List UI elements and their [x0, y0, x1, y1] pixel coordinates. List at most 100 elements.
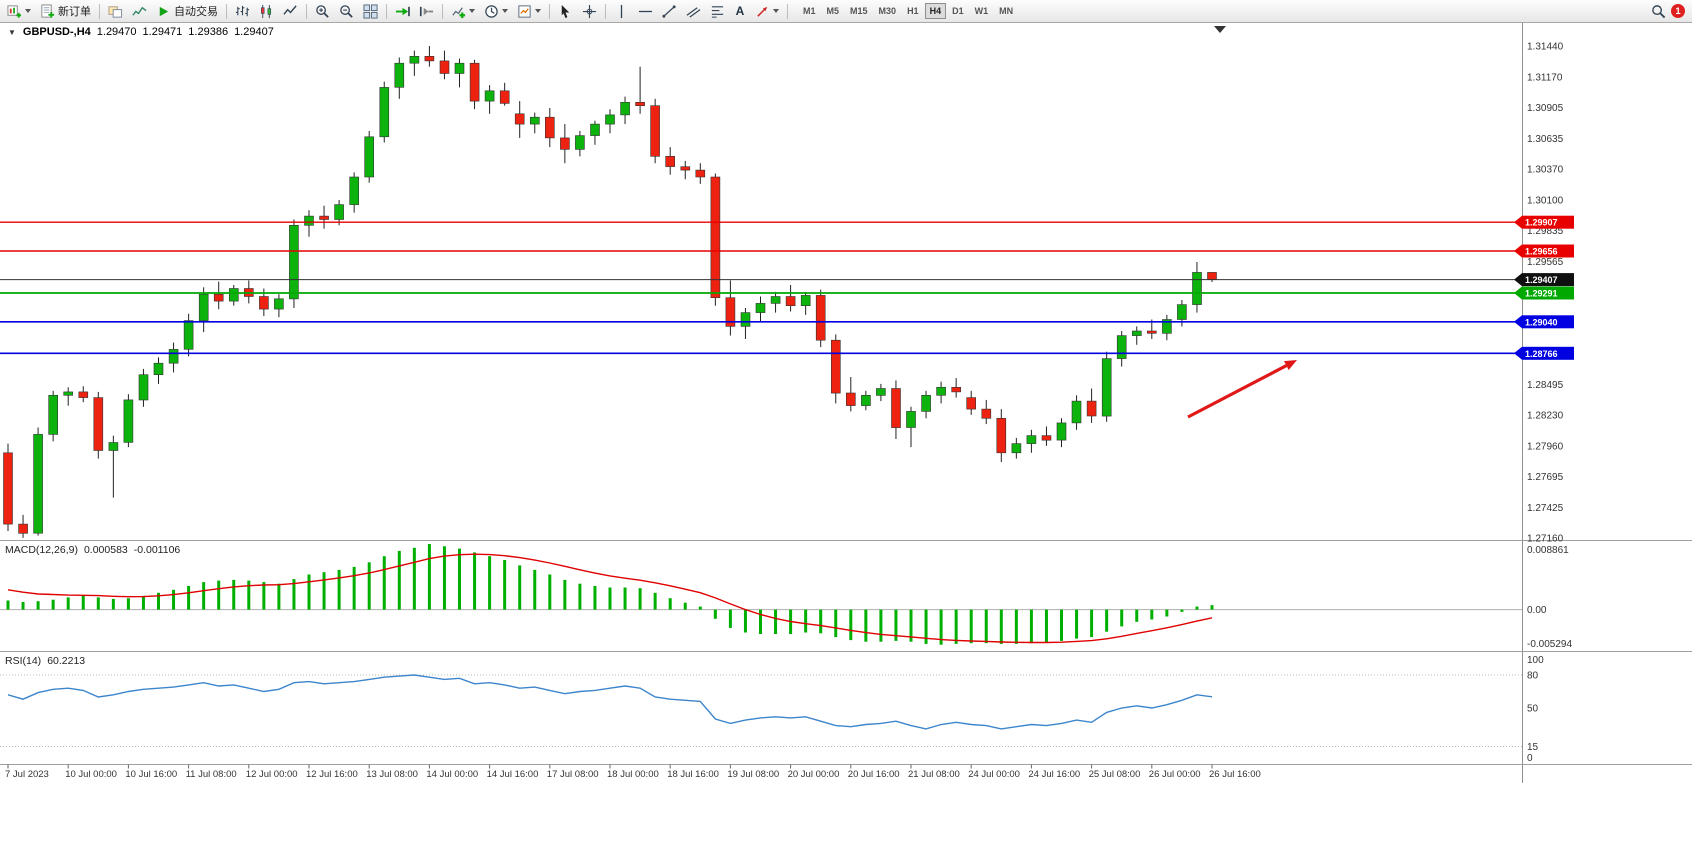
toolbar-separator — [386, 3, 387, 19]
vertical-line-icon — [620, 4, 623, 18]
toolbar-separator — [549, 3, 550, 19]
svg-text:26 Jul 00:00: 26 Jul 00:00 — [1149, 769, 1201, 780]
chart-line-button[interactable] — [279, 1, 302, 21]
tf-m1-button[interactable]: M1 — [798, 3, 821, 19]
chart-bars-button[interactable] — [231, 1, 254, 21]
zoom-out-button[interactable] — [335, 1, 358, 21]
tf-d1-button[interactable]: D1 — [947, 3, 969, 19]
fibonacci-icon — [711, 5, 724, 18]
text-tool-label: A — [735, 4, 745, 18]
svg-text:7 Jul 2023: 7 Jul 2023 — [5, 769, 49, 780]
profiles-icon — [108, 5, 123, 18]
periods-button[interactable] — [480, 1, 512, 21]
tf-mn-button[interactable]: MN — [994, 3, 1018, 19]
text-tool-button[interactable]: A — [730, 1, 750, 21]
svg-text:14 Jul 16:00: 14 Jul 16:00 — [487, 769, 539, 780]
svg-text:1.27695: 1.27695 — [1527, 472, 1564, 483]
new-order-button[interactable]: 新订单 — [36, 1, 95, 21]
channel-tool-button[interactable] — [682, 1, 705, 21]
trend-arrow — [1284, 360, 1297, 370]
tf-m15-button[interactable]: M15 — [845, 3, 873, 19]
tf-m30-button[interactable]: M30 — [874, 3, 902, 19]
svg-text:21 Jul 08:00: 21 Jul 08:00 — [908, 769, 960, 780]
line-chart-icon — [283, 4, 297, 15]
channel-icon — [686, 6, 701, 18]
rsi-label: RSI(14) — [5, 655, 42, 667]
cursor-button[interactable] — [554, 1, 577, 21]
svg-text:14 Jul 00:00: 14 Jul 00:00 — [426, 769, 478, 780]
quick-trade-collapse-icon[interactable]: ▼ — [8, 27, 16, 37]
tf-m5-button[interactable]: M5 — [822, 3, 845, 19]
templates-button[interactable] — [513, 1, 545, 21]
bar-chart-icon — [235, 5, 250, 16]
tf-h4-button[interactable]: H4 — [924, 3, 947, 19]
ohlc-high: 1.29471 — [142, 26, 183, 38]
svg-text:24 Jul 00:00: 24 Jul 00:00 — [968, 769, 1020, 780]
svg-text:1.27425: 1.27425 — [1527, 503, 1564, 514]
chart-shift-button[interactable] — [415, 1, 438, 21]
search-button[interactable] — [1647, 1, 1670, 21]
svg-text:1.30635: 1.30635 — [1527, 134, 1564, 145]
symbol-period-label: GBPUSD-,H4 — [22, 26, 91, 38]
tile-windows-button[interactable] — [359, 1, 382, 21]
autotrading-play-icon — [159, 6, 169, 16]
toolbar-separator — [226, 3, 227, 19]
tf-w1-button[interactable]: W1 — [970, 3, 994, 19]
dropdown-caret-icon — [25, 9, 31, 13]
arrows-tool-button[interactable] — [751, 1, 783, 21]
rsi-pane-header: RSI(14) 60.2213 — [5, 655, 85, 667]
vertical-line-tool-button[interactable] — [610, 1, 633, 21]
svg-text:1.30905: 1.30905 — [1527, 103, 1564, 114]
alerts-badge[interactable]: 1 — [1671, 4, 1685, 18]
horizontal-line-tool-button[interactable] — [634, 1, 657, 21]
svg-text:20 Jul 00:00: 20 Jul 00:00 — [788, 769, 840, 780]
tf-h1-button[interactable]: H1 — [902, 3, 924, 19]
toolbar-separator — [787, 3, 788, 19]
new-chart-button[interactable] — [3, 1, 35, 21]
new-order-icon — [41, 3, 55, 18]
ohlc-close: 1.29407 — [234, 26, 274, 38]
toolbar-separator — [605, 3, 606, 19]
autotrading-button[interactable]: 自动交易 — [152, 1, 222, 21]
autoscroll-icon — [395, 6, 410, 16]
autoscroll-button[interactable] — [391, 1, 414, 21]
search-icon — [1652, 4, 1666, 18]
svg-text:1.29835: 1.29835 — [1527, 226, 1564, 237]
svg-text:19 Jul 08:00: 19 Jul 08:00 — [727, 769, 779, 780]
crosshair-button[interactable] — [578, 1, 601, 21]
chart-canvas[interactable]: 1.31440 1.31170 1.30905 1.30635 1.30370 1.301… — [0, 23, 1692, 787]
svg-text:1.29407: 1.29407 — [1525, 275, 1558, 285]
indicators-button[interactable] — [447, 1, 479, 21]
svg-text:1.30100: 1.30100 — [1527, 195, 1564, 206]
arrow-tool-icon — [757, 6, 768, 17]
clock-icon — [485, 4, 498, 18]
svg-text:100: 100 — [1527, 655, 1544, 666]
svg-text:0.008861: 0.008861 — [1527, 545, 1569, 556]
svg-text:1.29291: 1.29291 — [1525, 289, 1558, 299]
fibonacci-tool-button[interactable] — [706, 1, 729, 21]
tile-windows-icon — [363, 3, 378, 19]
main-pane-header: ▼ GBPUSD-,H4 1.29470 1.29471 1.29386 1.2… — [8, 26, 274, 38]
svg-text:1.31170: 1.31170 — [1527, 73, 1563, 84]
svg-text:11 Jul 08:00: 11 Jul 08:00 — [186, 769, 237, 780]
dropdown-caret-icon — [502, 9, 508, 13]
dropdown-caret-icon — [773, 9, 779, 13]
trendline-tool-button[interactable] — [658, 1, 681, 21]
svg-text:12 Jul 00:00: 12 Jul 00:00 — [246, 769, 298, 780]
svg-text:1.28766: 1.28766 — [1525, 349, 1558, 359]
chart-candles-button[interactable] — [255, 1, 278, 21]
candlestick-chart-icon — [261, 4, 272, 18]
profiles-button[interactable] — [104, 1, 127, 21]
cursor-icon — [561, 4, 570, 18]
svg-text:80: 80 — [1527, 671, 1539, 682]
zoom-in-button[interactable] — [311, 1, 334, 21]
svg-text:10 Jul 16:00: 10 Jul 16:00 — [125, 769, 177, 780]
toolbar-separator — [306, 3, 307, 19]
toolbar-separator — [442, 3, 443, 19]
zoom-in-icon — [316, 4, 329, 18]
svg-text:26 Jul 16:00: 26 Jul 16:00 — [1209, 769, 1261, 780]
dropdown-caret-icon — [469, 9, 475, 13]
svg-text:1.29565: 1.29565 — [1527, 257, 1564, 268]
svg-text:50: 50 — [1527, 704, 1539, 715]
tick-chart-button[interactable] — [128, 1, 151, 21]
